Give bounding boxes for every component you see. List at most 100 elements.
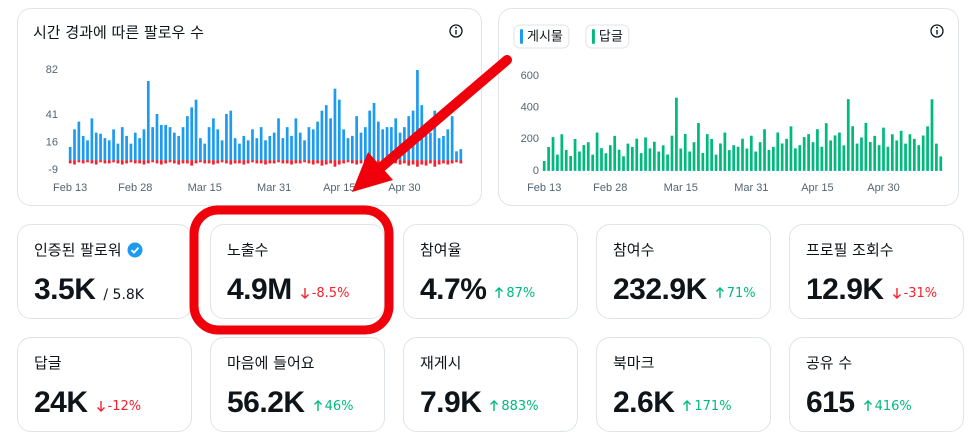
metric-card[interactable]: 답글 24K -12% xyxy=(17,337,192,432)
metric-card[interactable]: 인증된 팔로워 3.5K / 5.8K xyxy=(17,224,192,319)
metric-label: 마음에 들어요 xyxy=(227,352,315,373)
metric-label: 참여율 xyxy=(420,239,461,260)
metric-card[interactable]: 공유 수 615 416% xyxy=(789,337,964,432)
bar xyxy=(719,170,722,171)
bar xyxy=(90,118,94,161)
chart: 시간 경과에 따른 팔로우 수 -9 16 41 82 Feb 13 Feb 28 Mar 1… xyxy=(33,24,463,194)
bar xyxy=(556,154,559,171)
bar xyxy=(455,160,458,163)
metric-label-text: 참여수 xyxy=(613,241,655,259)
bar xyxy=(407,160,411,166)
bar xyxy=(912,138,916,171)
bar xyxy=(639,153,643,171)
metric-row: 4.7% 87% xyxy=(420,273,535,307)
bar xyxy=(437,160,441,165)
bar xyxy=(560,134,564,171)
bar xyxy=(394,160,398,164)
bar xyxy=(107,140,111,161)
bar xyxy=(129,160,133,163)
legend-item[interactable]: 게시물 xyxy=(513,24,570,49)
bar xyxy=(73,129,76,161)
bar xyxy=(68,146,72,161)
arrow-path xyxy=(490,400,499,411)
metric-label: 노출수 xyxy=(227,239,268,260)
x-tick-label: Mar 31 xyxy=(257,182,291,194)
bar xyxy=(90,160,94,164)
bar xyxy=(259,127,263,161)
metric-row: 56.2K 46% xyxy=(227,386,353,420)
bar xyxy=(622,156,625,171)
bar xyxy=(186,116,189,161)
bar xyxy=(635,138,639,171)
legend-item[interactable]: 답글 xyxy=(585,24,630,49)
metric-card[interactable]: 프로필 조회수 12.9K -31% xyxy=(789,224,964,319)
metric-label-text: 마음에 들어요 xyxy=(227,354,315,372)
bar xyxy=(701,152,705,171)
bar xyxy=(582,170,586,171)
metric-change-text: -31% xyxy=(903,285,938,301)
bar xyxy=(653,141,656,171)
bar xyxy=(899,130,903,171)
metric-label-text: 북마크 xyxy=(613,354,655,372)
bar xyxy=(442,160,445,164)
bar xyxy=(882,170,885,171)
bar xyxy=(173,160,176,164)
bar xyxy=(155,160,159,164)
bar xyxy=(329,118,332,161)
metric-value: 24K xyxy=(34,386,88,419)
bar xyxy=(255,138,259,161)
bar xyxy=(372,160,376,166)
bar xyxy=(385,127,389,161)
info-icon[interactable] xyxy=(930,24,944,38)
metric-change: 883% xyxy=(489,399,539,414)
bar xyxy=(290,160,293,165)
metric-change: -8.5% xyxy=(300,286,349,301)
arrow-path xyxy=(313,400,322,411)
bar xyxy=(242,135,246,161)
x-tick-label: Apr 30 xyxy=(388,182,420,194)
bar xyxy=(216,160,220,164)
verified-badge xyxy=(127,242,143,257)
y-tick-label: 0 xyxy=(533,165,539,177)
trend-arrow xyxy=(96,401,105,412)
bar xyxy=(864,122,868,171)
metric-card[interactable]: 참여수 232.9K 71% xyxy=(596,224,771,319)
bar xyxy=(921,170,925,171)
bar xyxy=(771,146,775,171)
bar xyxy=(424,127,428,161)
bar xyxy=(281,160,285,164)
bar xyxy=(864,170,868,171)
bar xyxy=(346,160,350,163)
bar xyxy=(600,148,603,171)
metric-card[interactable]: 북마크 2.6K 171% xyxy=(596,337,771,432)
metric-value: 615 xyxy=(806,386,855,419)
bar xyxy=(450,160,454,164)
metric-label: 북마크 xyxy=(613,352,654,373)
info-icon[interactable] xyxy=(449,24,463,38)
bar xyxy=(390,160,393,164)
bar xyxy=(155,113,159,161)
metric-card[interactable]: 노출수 4.9M -8.5% xyxy=(210,224,385,319)
bar xyxy=(551,137,555,171)
bar xyxy=(692,142,696,171)
bar xyxy=(798,145,802,171)
metric-card[interactable]: 재게시 7.9K 883% xyxy=(403,337,578,432)
bar xyxy=(346,138,350,161)
trend-arrow xyxy=(715,287,724,298)
bar xyxy=(882,127,885,171)
bar xyxy=(930,99,934,171)
bar xyxy=(264,160,267,165)
bar xyxy=(630,146,634,171)
metric-card[interactable]: 마음에 들어요 56.2K 46% xyxy=(210,337,385,432)
bar xyxy=(146,80,150,161)
metric-change: 46% xyxy=(313,399,353,414)
bar xyxy=(838,132,841,171)
bar xyxy=(251,160,254,163)
bar xyxy=(626,143,630,171)
bar xyxy=(868,142,872,171)
bar xyxy=(264,140,267,161)
bar xyxy=(129,143,133,161)
metric-card[interactable]: 참여율 4.7% 87% xyxy=(403,224,578,319)
bar xyxy=(723,132,727,171)
bar xyxy=(94,132,98,161)
